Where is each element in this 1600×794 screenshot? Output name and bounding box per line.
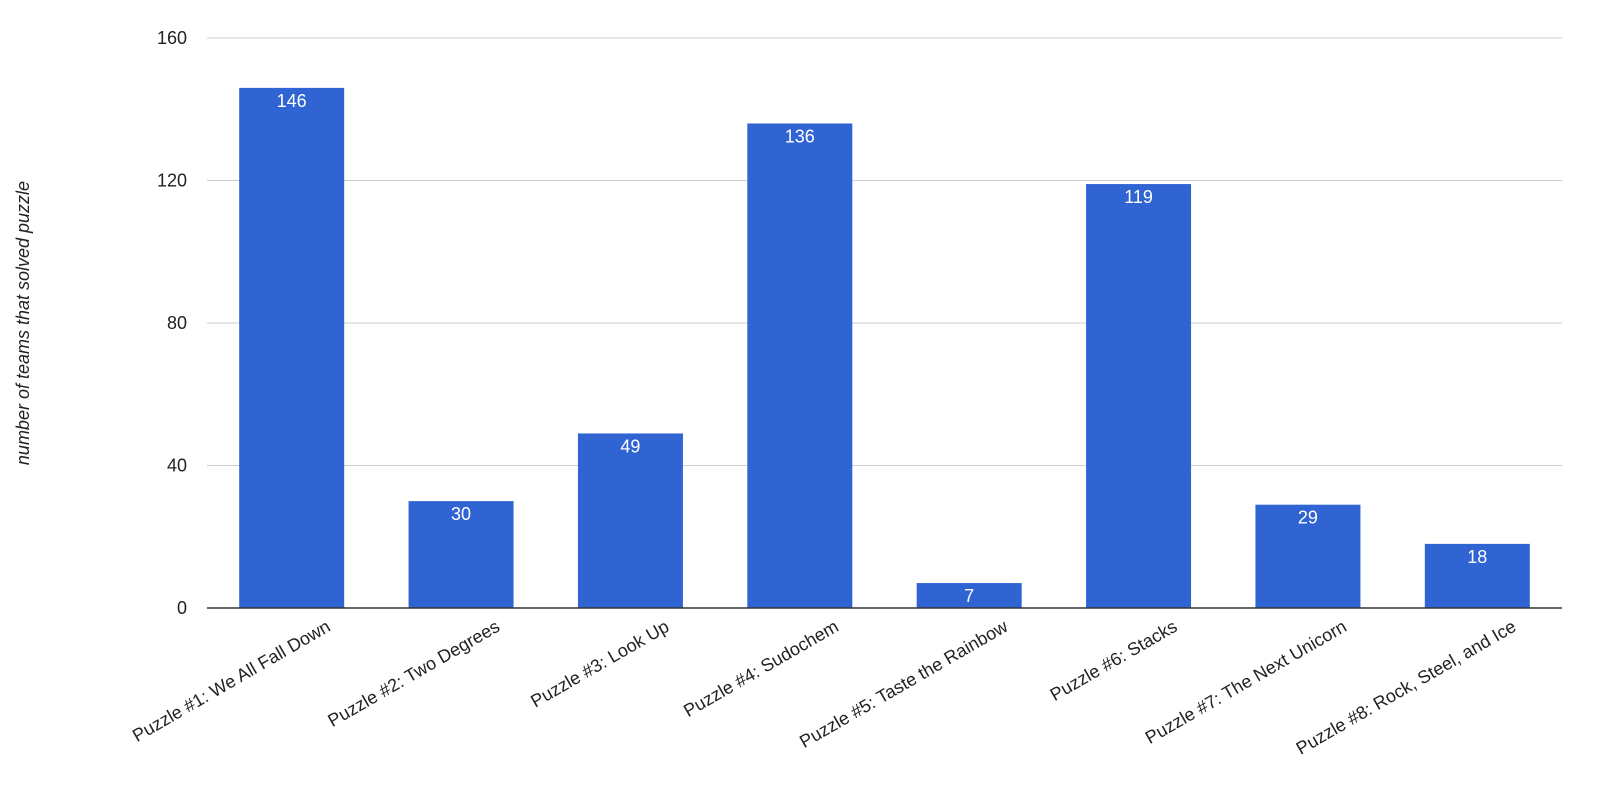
y-axis-title: number of teams that solved puzzle: [13, 181, 33, 465]
x-category-label: Puzzle #2: Two Degrees: [324, 616, 503, 731]
bars: [239, 87, 1530, 608]
bar: [239, 87, 345, 608]
data-label: 49: [620, 436, 640, 456]
data-label: 146: [277, 91, 307, 111]
data-label: 29: [1298, 508, 1318, 528]
bar: [1086, 184, 1192, 608]
data-labels: 146 30 49 136 7 119 29 18: [277, 91, 1488, 606]
y-tick-label: 80: [167, 313, 187, 333]
y-tick-label: 160: [157, 28, 187, 48]
x-category-label: Puzzle #4: Sudochem: [680, 616, 842, 721]
y-axis-ticks: 0 40 80 120 160: [157, 28, 187, 618]
bar: [1424, 543, 1530, 608]
y-tick-label: 120: [157, 171, 187, 191]
data-label: 30: [451, 504, 471, 524]
data-label: 136: [785, 127, 815, 147]
grid-lines: [207, 37, 1562, 466]
bar: [747, 123, 853, 608]
bar: [408, 501, 514, 608]
data-label: 119: [1124, 187, 1153, 207]
x-category-label: Puzzle #1: We All Fall Down: [129, 616, 334, 746]
x-category-label: Puzzle #6: Stacks: [1047, 616, 1181, 705]
y-tick-label: 40: [167, 456, 187, 476]
bar: [1255, 504, 1361, 608]
x-category-label: Puzzle #3: Look Up: [527, 616, 672, 711]
data-label: 7: [964, 586, 974, 606]
bar: [916, 583, 1022, 608]
data-label: 18: [1467, 547, 1487, 567]
bar: [577, 433, 683, 608]
y-tick-label: 0: [177, 598, 187, 618]
